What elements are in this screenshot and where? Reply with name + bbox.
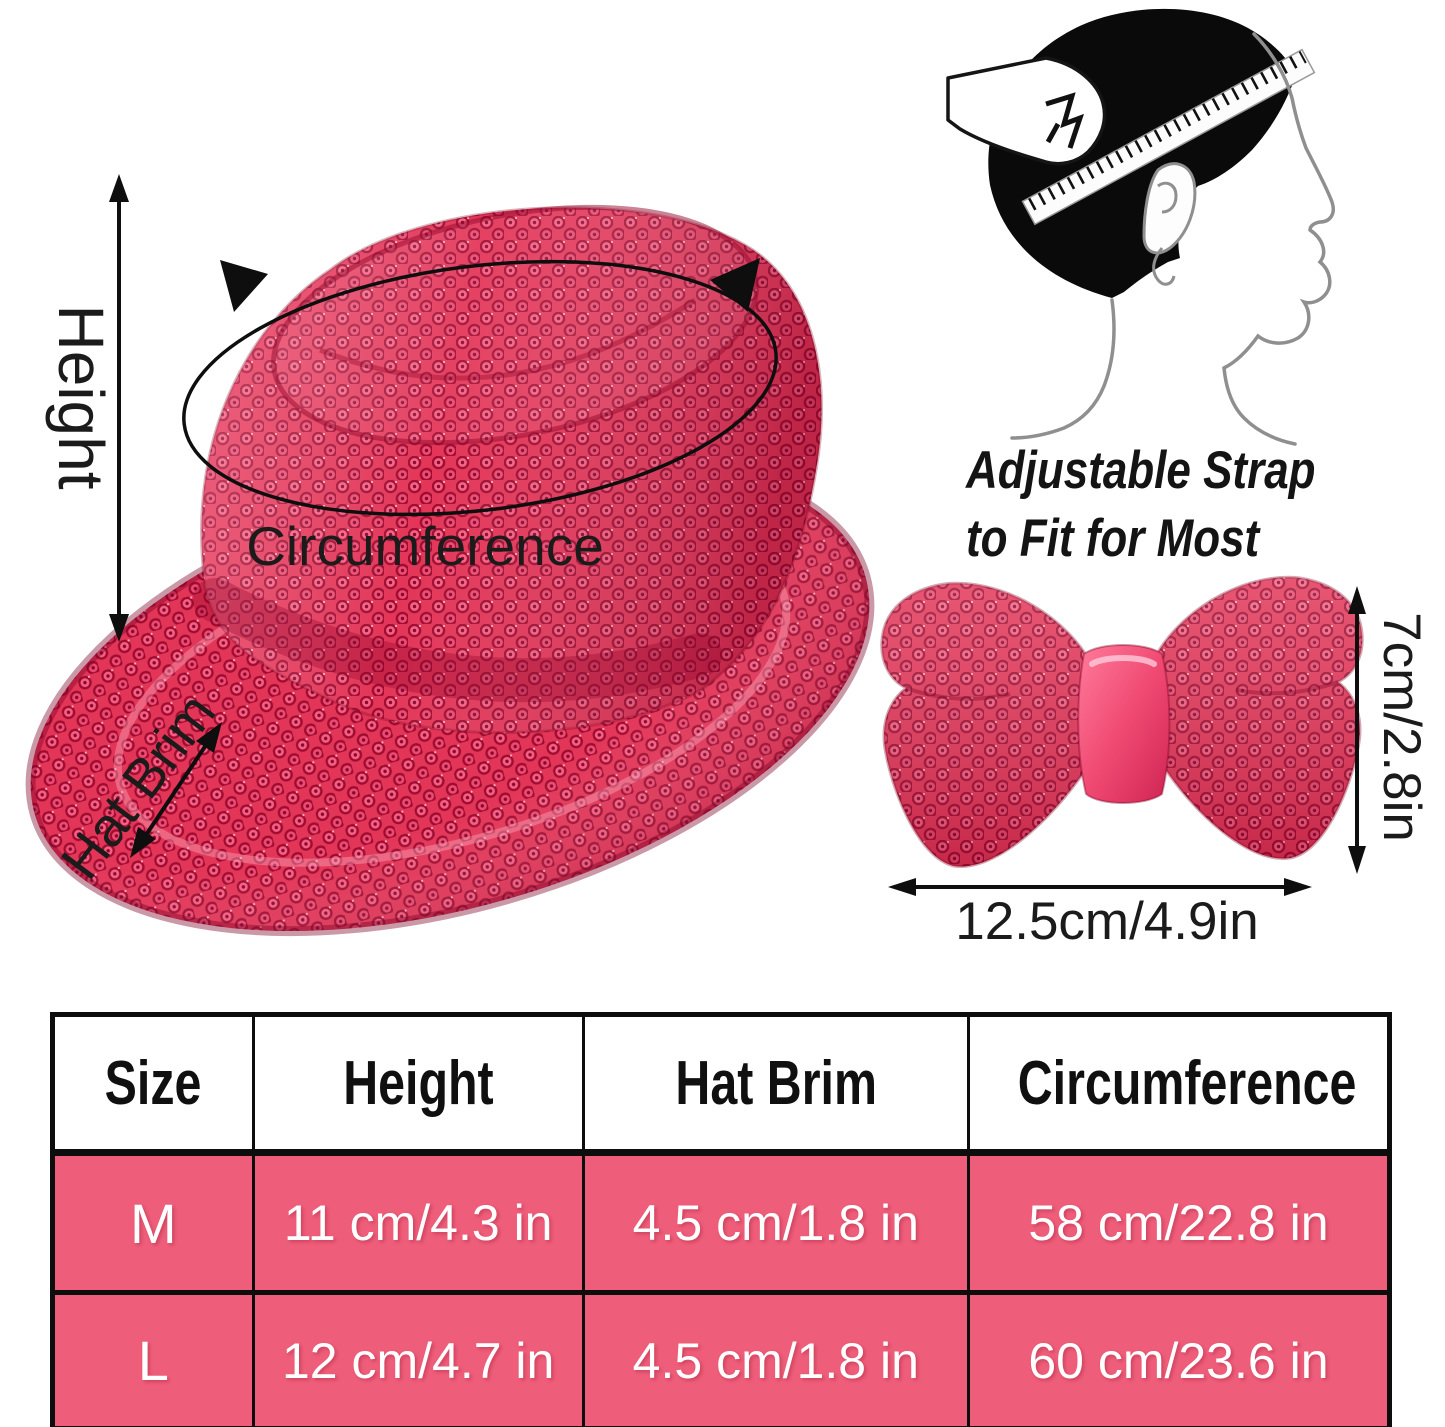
adjustable-strap-note-line1: Adjustable Strap xyxy=(966,441,1316,500)
circumference-label: Circumference xyxy=(246,514,604,577)
face-profile-line xyxy=(1222,32,1335,446)
circumference-ellipse xyxy=(182,258,778,517)
size-chart-header-row: Size Height Hat Brim Circumference xyxy=(51,1013,1392,1156)
header-height: Height xyxy=(251,1013,585,1156)
hat-brim-arrow xyxy=(130,722,222,858)
table-row-size-m: M 11 cm/4.3 in 4.5 cm/1.8 in 58 cm/22.8 … xyxy=(51,1151,1392,1295)
header-circumference: Circumference xyxy=(966,1013,1392,1156)
pinching-fingers xyxy=(1045,92,1085,149)
hat-band xyxy=(193,578,722,703)
size-chart-table: Size Height Hat Brim Circumference M 11 … xyxy=(50,1012,1392,1427)
head-measuring-illustration xyxy=(946,8,1335,446)
bow-center-knot xyxy=(1077,644,1171,804)
cell-m-hat-brim: 4.5 cm/1.8 in xyxy=(581,1151,970,1295)
cell-m-size: M xyxy=(51,1151,255,1295)
bow-height-dimension-label: 7cm/2.8in xyxy=(1372,612,1432,842)
hat-annotations xyxy=(109,174,778,858)
cell-l-size: L xyxy=(51,1291,255,1427)
sequin-bow-tie-photo xyxy=(880,575,1364,869)
header-hat-brim: Hat Brim xyxy=(581,1013,970,1156)
adjustable-strap-note-line2: to Fit for Most xyxy=(966,509,1260,568)
measuring-tape xyxy=(1021,48,1316,226)
neck-shoulder-line xyxy=(1010,298,1116,440)
hat-crown-crease xyxy=(319,297,697,381)
cell-l-height: 12 cm/4.7 in xyxy=(251,1291,585,1427)
bow-width-dimension-label: 12.5cm/4.9in xyxy=(955,891,1259,951)
header-size: Size xyxy=(51,1013,255,1156)
cell-m-circumference: 58 cm/22.8 in xyxy=(966,1151,1392,1295)
height-arrow xyxy=(109,174,129,642)
table-row-size-l: L 12 cm/4.7 in 4.5 cm/1.8 in 60 cm/23.6 … xyxy=(51,1291,1392,1427)
bow-height-arrow xyxy=(1348,586,1366,874)
height-label: Height xyxy=(45,304,117,490)
cell-m-height: 11 cm/4.3 in xyxy=(251,1151,585,1295)
bow-width-arrow xyxy=(888,878,1312,896)
cell-l-circumference: 60 cm/23.6 in xyxy=(966,1291,1392,1427)
sequin-hat-photo xyxy=(25,204,875,937)
measuring-hand xyxy=(946,56,1107,166)
cell-l-hat-brim: 4.5 cm/1.8 in xyxy=(581,1291,970,1427)
bow-tie-annotations xyxy=(888,586,1366,896)
